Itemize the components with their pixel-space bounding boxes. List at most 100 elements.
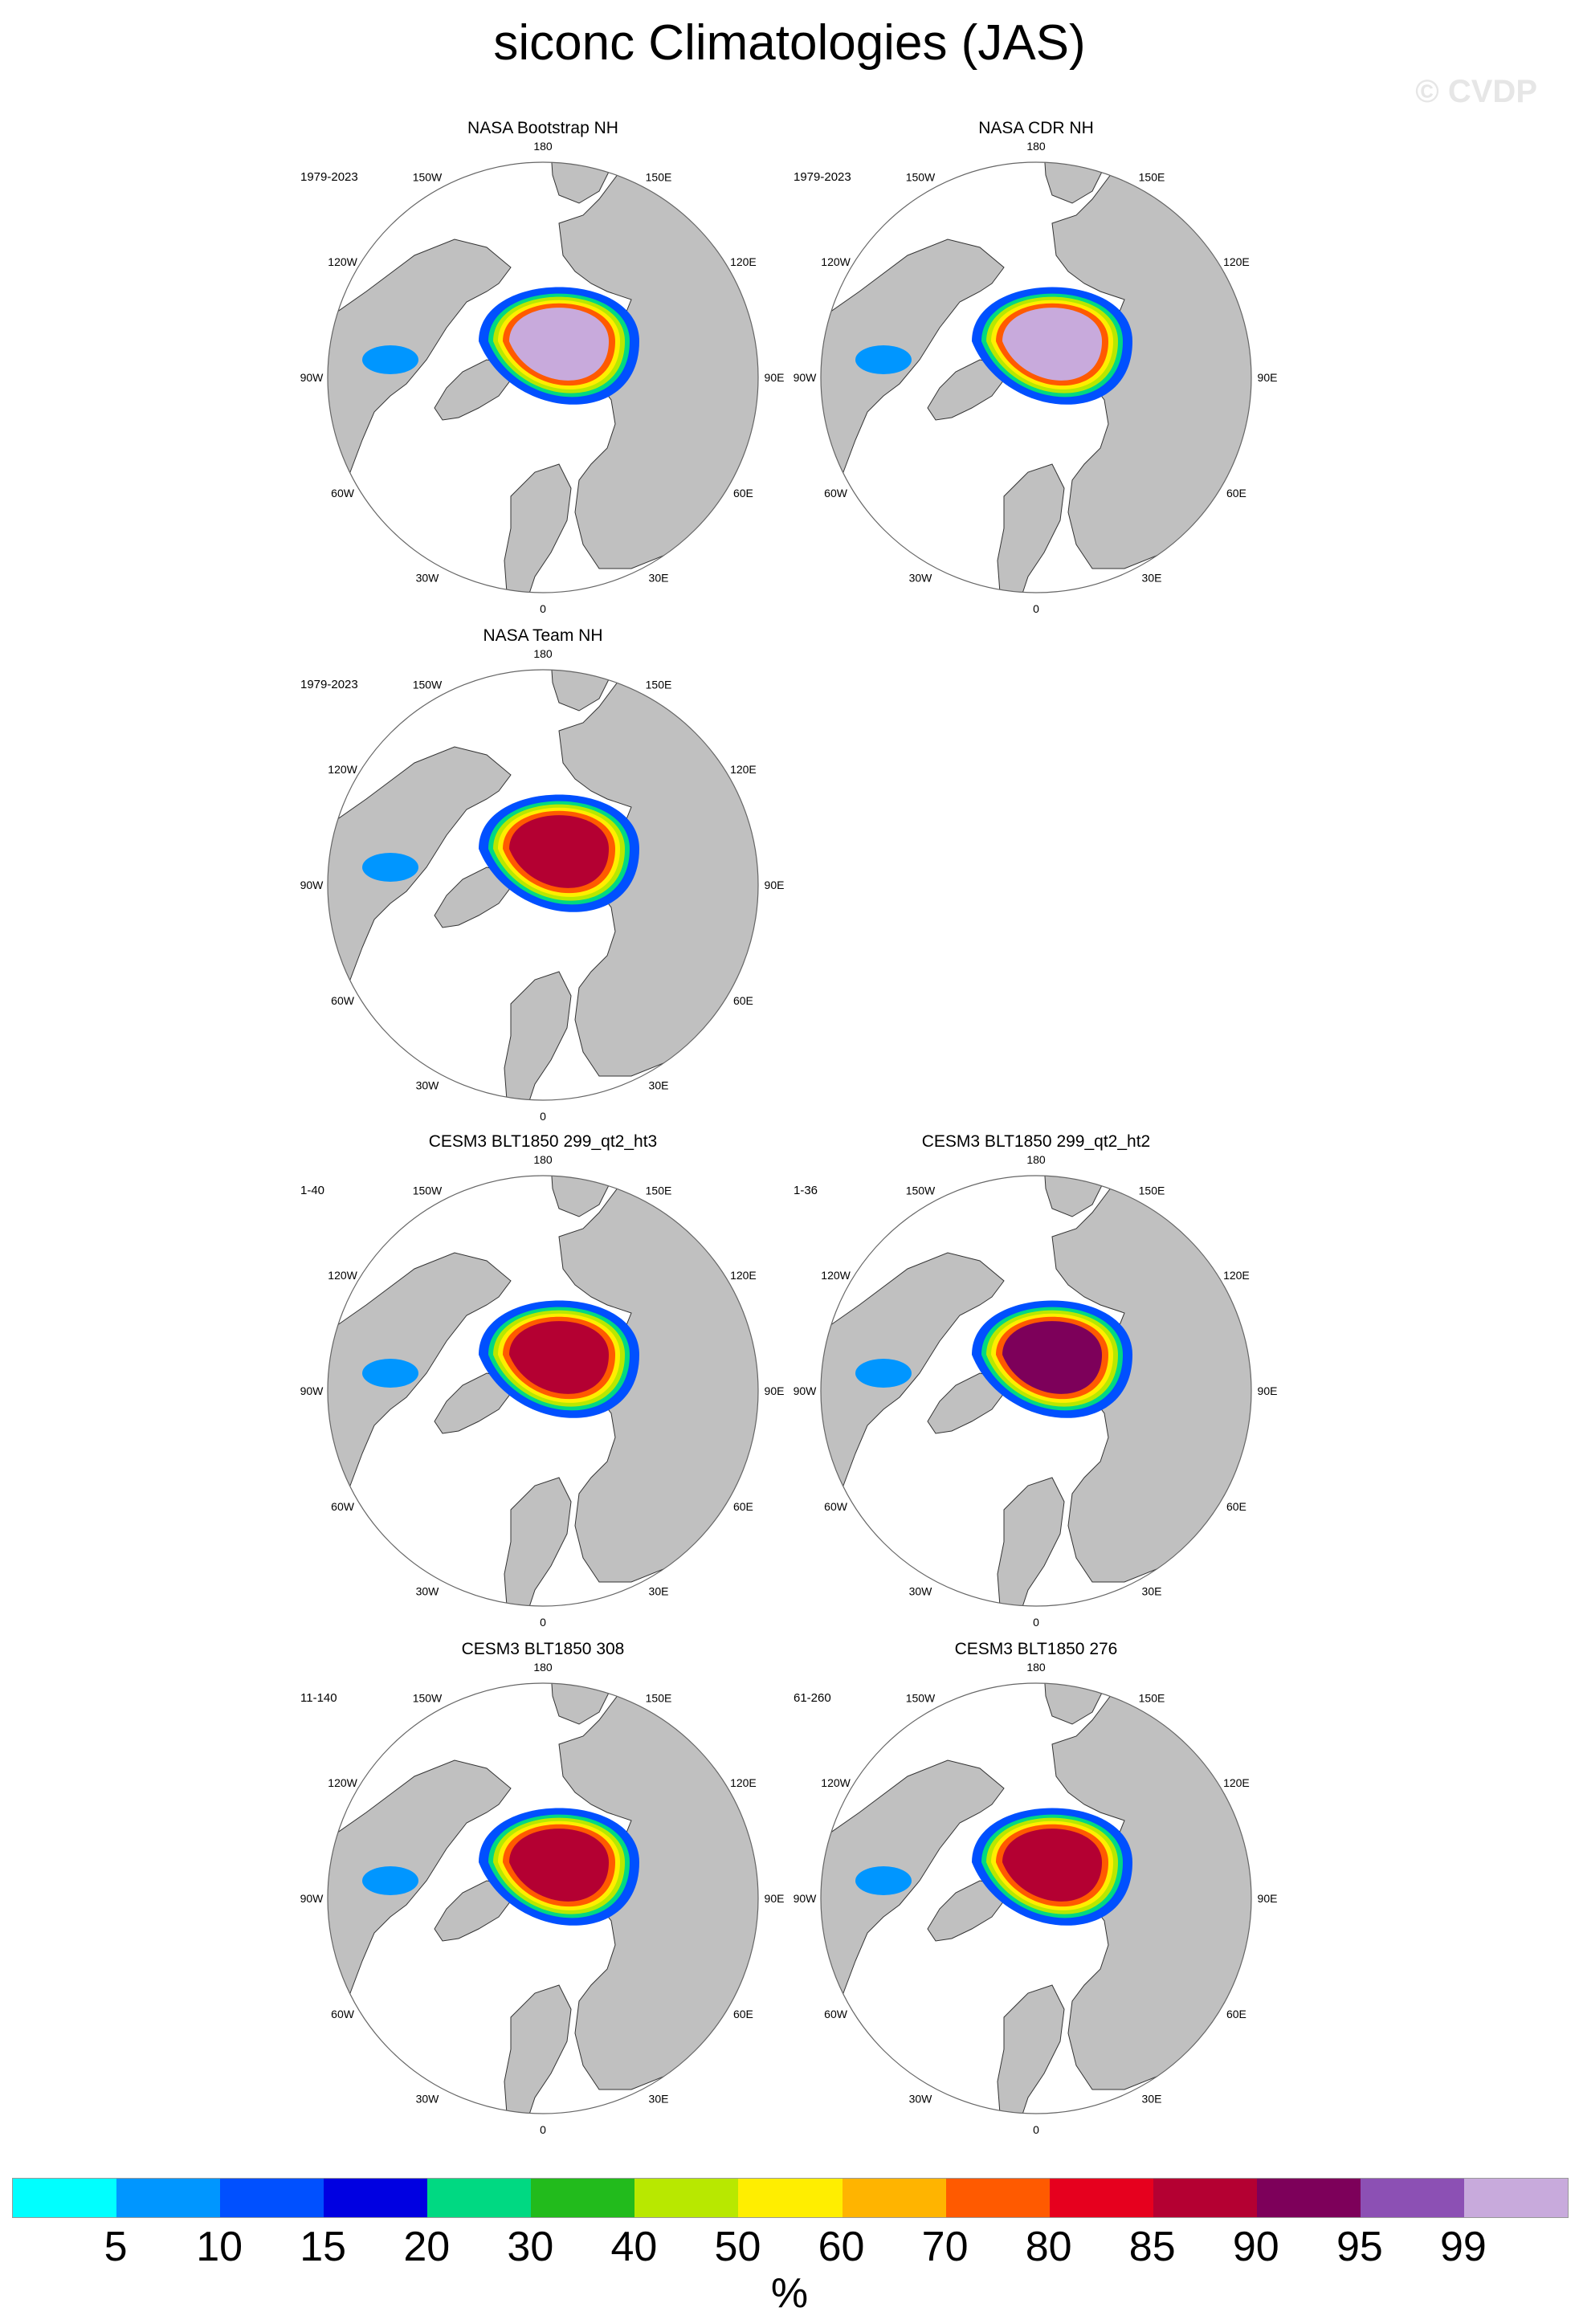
colorbar-swatch [945,2179,1050,2217]
longitude-label: 120W [328,1776,357,1789]
period-label: 1-36 [794,1184,818,1197]
longitude-label: 90E [1258,1384,1278,1397]
colorbar-swatch [531,2179,635,2217]
panel-title: CESM3 BLT1850 299_qt2_ht2 [921,1132,1151,1151]
longitude-label: 90E [1258,1892,1278,1905]
colorbar-swatch [324,2179,428,2217]
longitude-label: 120E [730,763,757,776]
land-mass [997,1477,1065,1606]
longitude-label: 60W [331,2008,355,2020]
longitude-label: 60E [733,994,753,1007]
land-mass [504,463,572,593]
polar-map: 180 150E 120E 90E 60E 30E 0 30W 60W 90W 120W 150W [794,1661,1278,2136]
map-boundary [327,1682,759,2114]
polar-map: 180 150E 120E 90E 60E 30E 0 30W 60W 90W 120W 150W [300,1661,785,2136]
period-label: 11-140 [300,1691,337,1705]
colorbar-swatch [116,2179,221,2217]
longitude-label: 60E [1226,2008,1246,2020]
longitude-label: 30E [1142,2092,1162,2105]
longitude-label: 60E [1226,487,1246,499]
map-panel: 180 150E 120E 90E 60E 30E 0 30W 60W 90W 120W 150W C… [294,1132,792,1630]
longitude-label: 150W [906,1184,936,1197]
longitude-label: 30E [1142,1584,1162,1597]
panel-title: CESM3 BLT1850 299_qt2_ht3 [428,1132,658,1151]
polar-map: 180 150E 120E 90E 60E 30E 0 30W 60W 90W 120W 150W [794,140,1278,615]
longitude-label: 60E [733,2008,753,2020]
longitude-label: 150E [1139,1184,1165,1197]
longitude-label: 90W [300,1892,324,1905]
land-mass [1043,1683,1105,1725]
longitude-label: 60W [824,1500,848,1513]
colorbar-swatch [1049,2179,1153,2217]
longitude-label: 120W [328,1269,357,1282]
longitude-label: 0 [1033,602,1039,615]
longitude-label: 90E [765,1384,785,1397]
sea-ice-concentration [509,815,609,888]
longitude-label: 0 [1033,2123,1039,2136]
longitude-label: 90W [300,1384,324,1397]
land-mass [550,162,612,204]
longitude-label: 150W [413,1184,443,1197]
longitude-label: 30W [416,571,440,584]
longitude-label: 0 [540,1616,546,1629]
longitude-label: 60W [331,994,355,1007]
colorbar-swatch [220,2179,324,2217]
longitude-label: 150E [1139,171,1165,184]
land-mass [1043,1176,1105,1217]
longitude-label: 120W [821,1269,851,1282]
land-mass [997,463,1065,593]
longitude-label: 30W [909,2092,933,2105]
map-panel: 180 150E 120E 90E 60E 30E 0 30W 60W 90W 120W 150W C… [294,1640,792,2138]
longitude-label: 150E [646,1184,672,1197]
map-boundary [820,1175,1252,1607]
longitude-label: 30E [649,2092,669,2105]
period-label: 1979-2023 [794,170,851,184]
colorbar-swatch [738,2179,843,2217]
longitude-label: 150W [413,171,443,184]
colorbar-swatch [634,2179,739,2217]
colorbar-tick-label: 90 [1232,2224,1279,2270]
panel-title: CESM3 BLT1850 308 [461,1640,625,1658]
colorbar-tick-label: 20 [403,2224,451,2270]
sea-ice-concentration [509,308,609,381]
map-panel: 180 150E 120E 90E 60E 30E 0 30W 60W 90W 120W 150W N… [294,626,792,1124]
longitude-label: 150W [413,1692,443,1705]
colorbar-tick-label: 5 [104,2224,128,2270]
longitude-label: 180 [533,1153,553,1166]
longitude-label: 150E [646,679,672,691]
longitude-label: 90W [300,879,324,891]
colorbar-swatch [427,2179,532,2217]
longitude-label: 90W [794,1384,818,1397]
longitude-label: 120E [730,1269,757,1282]
map-boundary [820,161,1252,593]
polar-map: 180 150E 120E 90E 60E 30E 0 30W 60W 90W 120W 150W [300,647,785,1123]
colorbar-tick-labels: 5 10 15 20 30 40 50 60 70 80 85 90 95 99 [12,2223,1567,2271]
hudson-bay-ice [362,853,418,882]
colorbar-swatch [1463,2179,1568,2217]
longitude-label: 90W [300,371,324,384]
period-label: 1979-2023 [300,678,358,691]
longitude-label: 90W [794,371,818,384]
longitude-label: 30E [1142,571,1162,584]
longitude-label: 30W [909,1584,933,1597]
longitude-label: 60W [824,487,848,499]
land-mass [550,670,612,711]
watermark: © CVDP [1415,74,1537,109]
longitude-label: 30E [649,571,669,584]
longitude-label: 90W [794,1892,818,1905]
land-mass [997,1984,1065,2114]
panel-title: NASA Bootstrap NH [467,119,618,137]
longitude-label: 0 [540,602,546,615]
colorbar-tick-label: 99 [1440,2224,1487,2270]
longitude-label: 120E [1223,255,1250,268]
panel-title: NASA Team NH [483,626,603,645]
longitude-label: 0 [1033,1616,1039,1629]
colorbar-tick-label: 80 [1025,2224,1072,2270]
longitude-label: 90E [1258,371,1278,384]
longitude-label: 90E [765,1892,785,1905]
hudson-bay-ice [855,1866,912,1895]
map-panel: 180 150E 120E 90E 60E 30E 0 30W 60W 90W 120W 150W N… [294,119,792,617]
longitude-label: 60W [824,2008,848,2020]
colorbar-swatch [1256,2179,1361,2217]
longitude-label: 60E [1226,1500,1246,1513]
